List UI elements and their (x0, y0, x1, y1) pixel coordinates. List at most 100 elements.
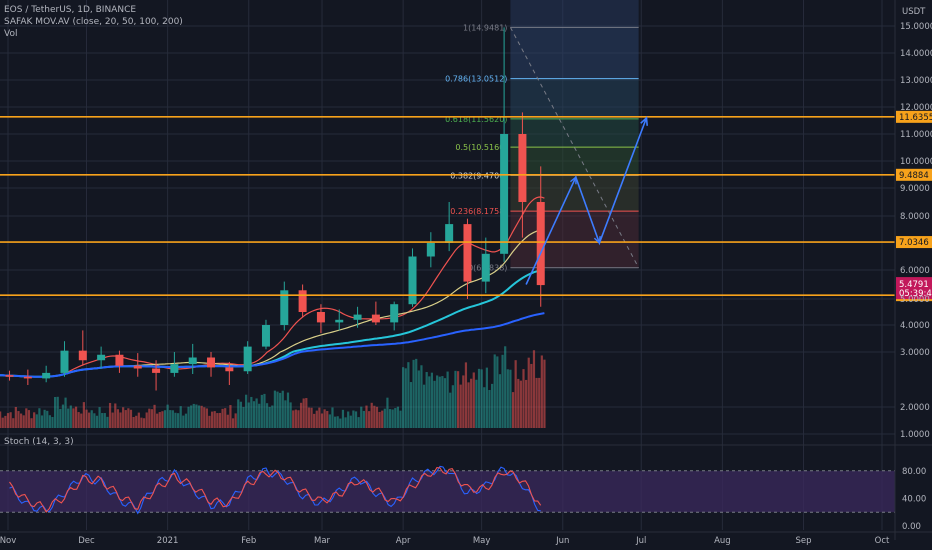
legend-stoch: Stoch (14, 3, 3) (4, 436, 74, 448)
volume-bar (156, 413, 159, 428)
projection-polyline[interactable] (525, 117, 648, 285)
candle-body-1 (23, 376, 32, 379)
grid-layer (0, 0, 895, 530)
fib-label-2: 0.618(11.5620) (445, 115, 507, 124)
volume-bar (174, 412, 177, 428)
volume-bar (349, 415, 352, 428)
volume-bar (54, 397, 57, 428)
projection-path[interactable] (525, 116, 649, 285)
time-tick-6: May (473, 536, 491, 546)
volume-bar (498, 374, 502, 428)
volume-bar (404, 368, 407, 428)
volume-bar (195, 404, 198, 428)
volume-bar (527, 357, 530, 428)
time-tick-0: Nov (0, 536, 16, 546)
volume-bar (344, 417, 347, 428)
volume-bar (459, 384, 462, 428)
volume-bar (420, 365, 423, 428)
volume-bar (480, 369, 483, 428)
volume-bar (119, 412, 122, 428)
volume-bar (226, 414, 229, 428)
moving-averages (0, 196, 545, 378)
volume-bar (456, 371, 460, 428)
volume-bar (268, 406, 271, 428)
volume-bar (153, 404, 156, 428)
candle-body-19 (353, 314, 362, 320)
volume-bar (101, 413, 104, 428)
volume-bar (297, 410, 300, 428)
fib-trend-line[interactable] (509, 27, 640, 268)
volume-bar (354, 411, 358, 428)
volume-bar (522, 369, 525, 428)
fibonacci-retracement[interactable]: 1(14.9481) 0.786(13.0512) 0.618(11.5620) 0.… (445, 0, 640, 273)
volume-bar (163, 410, 167, 428)
volume-bar (318, 407, 321, 428)
price-tick-2: 13.0000 (900, 76, 932, 86)
volume-bar (150, 409, 154, 428)
volume-bar (17, 411, 20, 428)
fib-label-5: 0.236(8.1758) (450, 207, 507, 216)
candle-body-15 (280, 290, 289, 325)
volume-bar (46, 410, 49, 428)
volume-bar (506, 369, 509, 428)
volume-bar (286, 392, 290, 428)
volume-bar (265, 403, 269, 428)
volume-bar (438, 376, 441, 428)
volume-bar (103, 413, 106, 428)
countdown-label: 05:39:47 (899, 289, 932, 299)
volume-bar (176, 413, 180, 428)
volume-bar (360, 406, 363, 428)
volume-bar (284, 400, 287, 428)
fib-label-4: 0.382(9.4700) (450, 171, 507, 180)
volume-bar (352, 410, 355, 428)
stochastic-pane: 80.00 40.00 0.00 (0, 444, 932, 532)
volume-bar (313, 413, 316, 428)
volume-bar (488, 389, 491, 428)
volume-bar (422, 384, 426, 428)
stoch-tick-1: 40.00 (902, 494, 926, 504)
price-tick-6: 9.0000 (900, 184, 930, 194)
volume-bar (234, 413, 237, 428)
volume-bar (30, 418, 33, 428)
volume-bar (260, 394, 263, 428)
candle-body-29 (536, 202, 545, 286)
fib-label-0: 1(14.9481) (463, 23, 507, 32)
volume-bar (12, 418, 15, 428)
candle-body-6 (115, 354, 124, 366)
symbol-line: EOS / TetherUS, 1D, BINANCE (4, 5, 137, 15)
currency-text: USDT (902, 7, 926, 17)
time-tick-4: Mar (314, 536, 331, 546)
fib-zone-top (510, 0, 639, 28)
volume-bar (477, 368, 481, 428)
price-tick-5: 10.0000 (900, 157, 932, 167)
volume-bar (540, 355, 543, 428)
candle-body-28 (518, 134, 527, 202)
volume-bar (85, 409, 88, 428)
volume-bar (93, 413, 96, 428)
volume-bar (171, 410, 174, 428)
current-price-tag (896, 277, 932, 300)
price-tick-12: 2.0000 (900, 403, 930, 413)
stoch-tick-0: 80.00 (902, 467, 926, 477)
volume-bar (302, 398, 305, 428)
volume-bar (108, 402, 112, 428)
time-tick-10: Sep (795, 536, 811, 546)
volume-bar (64, 397, 67, 428)
price-tick-4: 11.0000 (900, 130, 932, 140)
legend-symbol: EOS / TetherUS, 1D, BINANCE (4, 4, 136, 16)
volume-bar (428, 376, 431, 428)
volume-bar (341, 409, 345, 428)
volume-bar (203, 407, 206, 428)
time-tick-11: Oct (875, 536, 890, 546)
price-tick-1: 14.0000 (900, 49, 932, 59)
volume-bar (299, 402, 303, 428)
stoch-tick-2: 0.00 (902, 522, 921, 532)
volume-bar (446, 371, 449, 428)
volume-bar (519, 380, 522, 428)
volume-bar (255, 398, 258, 428)
volume-bar (161, 411, 164, 428)
volume-bar (77, 412, 80, 428)
